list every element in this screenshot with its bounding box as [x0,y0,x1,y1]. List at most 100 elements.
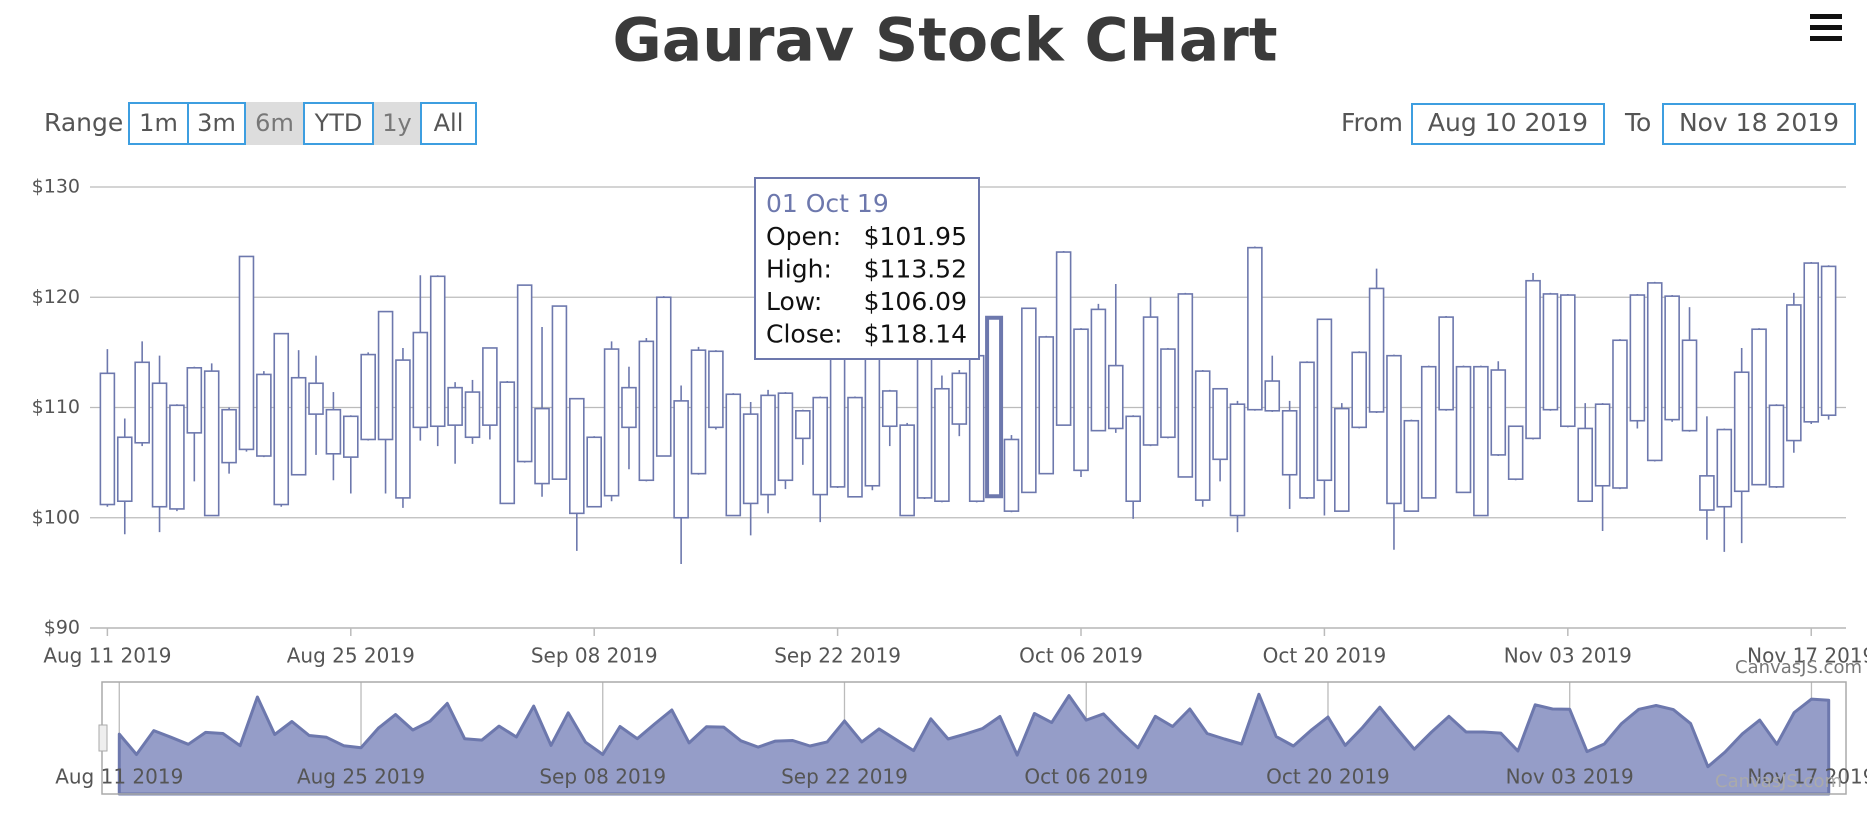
candle[interactable] [638,338,655,482]
candle[interactable] [1073,328,1089,477]
candle[interactable] [603,341,620,502]
candle[interactable] [829,330,846,488]
candle[interactable] [151,355,168,533]
range-button[interactable]: YTD [303,102,374,145]
candle[interactable] [99,349,116,507]
candle[interactable] [534,327,550,497]
candle[interactable] [499,381,516,505]
candle[interactable] [708,350,724,430]
candle[interactable] [1820,265,1837,420]
candle[interactable] [1212,387,1228,482]
menu-button[interactable] [1810,14,1842,41]
candle[interactable] [203,363,220,517]
candle[interactable] [256,371,272,458]
candle[interactable] [395,347,411,508]
candle[interactable] [1229,400,1246,533]
candle[interactable] [760,389,776,514]
candle[interactable] [1664,295,1680,422]
candle[interactable] [1786,292,1802,453]
candle[interactable] [899,422,915,517]
candle[interactable] [655,296,672,457]
candle[interactable] [360,352,376,441]
candle[interactable] [1160,347,1176,439]
candle[interactable] [238,255,255,452]
candle[interactable] [1525,272,1541,440]
candle[interactable] [1542,292,1559,411]
candle[interactable] [1629,293,1646,429]
candle[interactable] [186,366,203,482]
candle[interactable] [1490,361,1507,457]
candle[interactable] [1699,416,1715,540]
candle[interactable] [812,396,829,523]
candle[interactable] [221,407,237,474]
candle[interactable] [1125,415,1141,519]
candle[interactable] [116,418,133,535]
candle[interactable] [1142,297,1159,447]
range-button[interactable]: 1m [128,102,189,145]
candle[interactable] [621,366,637,470]
candle[interactable] [1473,365,1489,517]
navigator-handle[interactable] [98,724,108,752]
candle[interactable] [482,347,498,440]
candle[interactable] [1368,268,1385,414]
to-input[interactable] [1662,103,1856,145]
candle[interactable] [377,310,394,494]
candle[interactable] [1194,370,1211,507]
candle[interactable] [1003,435,1020,513]
candle[interactable] [847,396,863,498]
candle[interactable] [1420,365,1437,499]
candle[interactable] [325,392,342,481]
candle[interactable] [586,436,602,508]
candle[interactable] [1612,339,1628,490]
candle[interactable] [551,305,568,480]
candle[interactable] [795,409,811,465]
candle[interactable] [1577,403,1594,503]
candle[interactable] [1507,425,1524,481]
candle[interactable] [1386,354,1402,550]
candle[interactable] [1716,428,1733,552]
candle[interactable] [1733,347,1750,544]
candle[interactable] [342,415,359,494]
candle[interactable] [1264,355,1281,412]
candle[interactable] [290,350,307,476]
candle[interactable] [569,397,585,551]
candle[interactable] [1299,361,1315,500]
candle[interactable] [1403,419,1420,512]
candle[interactable] [742,401,759,536]
candle[interactable] [1681,307,1698,432]
candle[interactable] [1751,328,1767,486]
candle[interactable] [412,275,429,441]
candle[interactable] [1107,284,1124,433]
candle[interactable] [516,284,533,463]
candle[interactable] [777,392,794,490]
range-button[interactable]: All [420,102,477,145]
candle[interactable] [1055,250,1072,426]
candle[interactable] [1247,246,1263,411]
from-input[interactable] [1411,103,1605,145]
candle[interactable] [1803,261,1820,425]
candle[interactable] [447,382,463,464]
candle[interactable] [985,315,1004,499]
candle[interactable] [1316,318,1333,516]
candle[interactable] [169,404,185,512]
candle[interactable] [1038,335,1055,475]
candle[interactable] [1334,403,1350,512]
range-button[interactable]: 6m [244,102,305,145]
candle[interactable] [1090,303,1107,432]
candle[interactable] [968,353,985,503]
range-button[interactable]: 1y [372,102,422,145]
candle[interactable] [725,393,742,517]
candle[interactable] [1351,351,1367,429]
candle[interactable] [934,375,950,503]
range-button[interactable]: 3m [187,102,246,145]
candle[interactable] [1768,404,1785,488]
candle[interactable] [273,332,290,507]
candle[interactable] [1438,315,1454,411]
candle[interactable] [673,385,689,565]
candle[interactable] [1455,365,1472,494]
candle[interactable] [1594,403,1611,531]
candle[interactable] [1021,307,1037,494]
candle[interactable] [464,379,481,444]
candle[interactable] [1177,292,1194,478]
candle[interactable] [881,389,898,447]
